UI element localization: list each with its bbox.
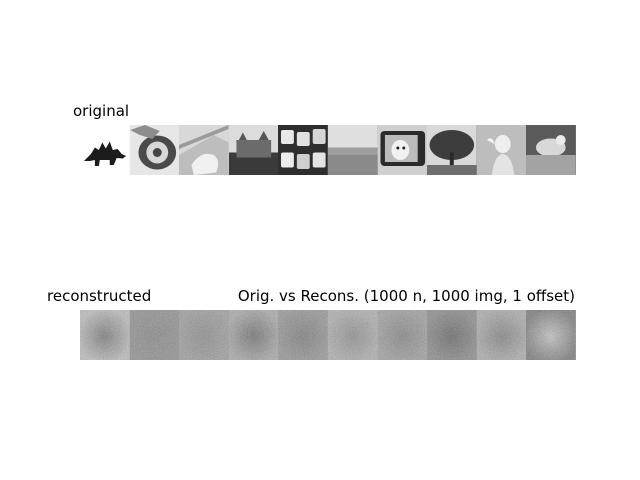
- reconstruction-3: [179, 310, 229, 360]
- reconstruction-6: [327, 310, 378, 360]
- reconstruction-4: [228, 310, 279, 360]
- reconstruction-9: [476, 310, 527, 360]
- tree-thumbnail: [427, 125, 477, 175]
- original-row-label: original: [73, 102, 130, 120]
- original-image-strip: [80, 125, 576, 175]
- reconstruction-7: [377, 310, 428, 360]
- reconstructed-row-label: reconstructed: [47, 287, 152, 305]
- sky-horizon-thumbnail: [327, 125, 378, 175]
- reconstructed-image-strip: [80, 310, 576, 360]
- reconstruction-5: [278, 310, 328, 360]
- castle-thumbnail: [228, 125, 279, 175]
- table-scene-thumbnail: [526, 125, 576, 175]
- reconstruction-10: [526, 310, 576, 360]
- reconstruction-8: [427, 310, 477, 360]
- figure-title: Orig. vs Recons. (1000 n, 1000 img, 1 of…: [237, 287, 575, 305]
- reconstruction-1: [80, 310, 130, 360]
- tv-dog-thumbnail: [377, 125, 428, 175]
- child-portrait-thumbnail: [476, 125, 527, 175]
- rotary-phone-thumbnail: [129, 125, 180, 175]
- reconstruction-2: [129, 310, 180, 360]
- hand-keyboard-thumbnail: [179, 125, 229, 175]
- stegosaurus-thumbnail: [80, 125, 130, 175]
- keyboard-keys-thumbnail: [278, 125, 328, 175]
